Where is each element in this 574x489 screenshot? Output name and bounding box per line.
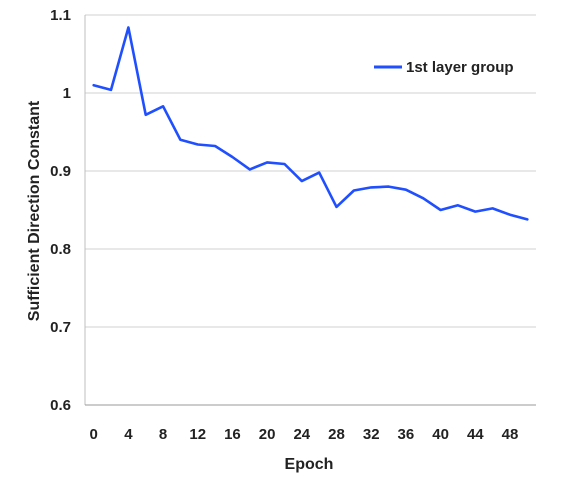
y-tick-label: 0.9 [50,163,71,180]
x-tick-label: 48 [502,426,519,443]
y-tick-label: 1 [63,85,71,102]
y-axis-title: Sufficient Direction Constant [26,100,43,321]
y-tick-label: 0.7 [50,319,71,336]
gridlines [85,14,536,328]
legend-label: 1st layer group [406,59,514,76]
y-tick-label: 1.1 [50,7,71,24]
x-tick-labels: 0 4 8 12 16 20 24 28 32 36 40 44 48 [90,426,519,443]
y-tick-label: 0.6 [50,397,71,414]
y-tick-labels: 0.6 0.7 0.8 0.9 1 1.1 [50,7,71,414]
legend: 1st layer group [374,59,514,76]
x-tick-label: 40 [432,426,449,443]
x-tick-label: 12 [189,426,206,443]
x-tick-label: 0 [90,426,98,443]
x-tick-label: 8 [159,426,167,443]
x-tick-label: 24 [293,426,310,443]
x-tick-label: 20 [259,426,276,443]
x-tick-label: 16 [224,426,241,443]
x-tick-label: 32 [363,426,380,443]
x-tick-label: 4 [124,426,133,443]
x-tick-label: 36 [398,426,415,443]
y-tick-label: 0.8 [50,241,71,258]
x-tick-label: 44 [467,426,484,443]
axes [84,15,536,406]
x-tick-label: 28 [328,426,345,443]
x-axis-title: Epoch [285,456,334,473]
series-lines [92,26,529,221]
series-line [92,26,529,221]
